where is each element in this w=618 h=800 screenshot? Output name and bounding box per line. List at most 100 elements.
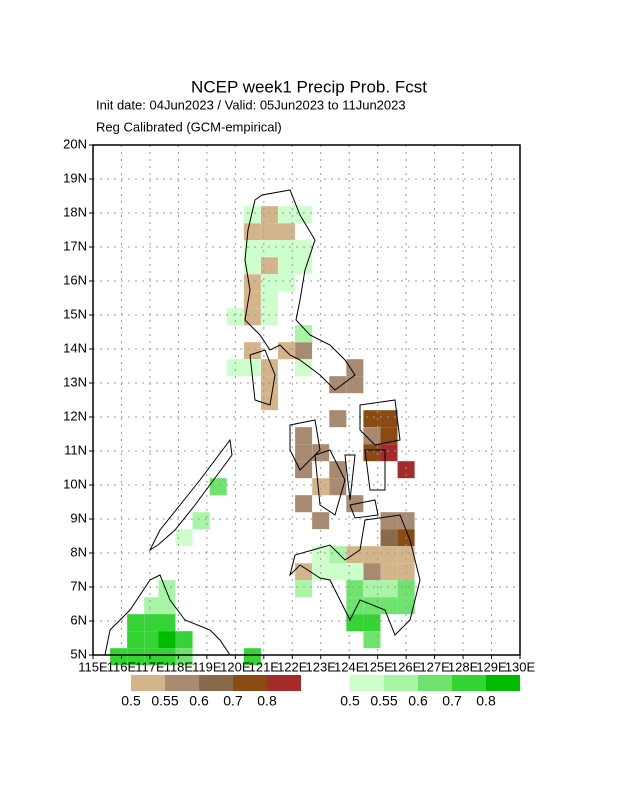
cell bbox=[329, 478, 347, 496]
cell bbox=[312, 512, 330, 530]
cell bbox=[380, 444, 398, 462]
cell bbox=[346, 580, 364, 598]
colorbar-label: 0.7 bbox=[442, 693, 462, 709]
cell bbox=[380, 529, 398, 547]
y-tick-label: 6N bbox=[70, 612, 87, 627]
y-tick-label: 19N bbox=[63, 170, 87, 185]
colorbar-label: 0.5 bbox=[340, 693, 360, 709]
cell bbox=[295, 240, 313, 258]
colorbar-label: 0.8 bbox=[476, 693, 496, 709]
cell bbox=[295, 257, 313, 275]
coast bbox=[289, 514, 421, 636]
y-tick-label: 5N bbox=[70, 646, 87, 661]
cell bbox=[192, 512, 210, 530]
y-tick-label: 13N bbox=[63, 374, 87, 389]
axes: 115E 116E 117E 118E 119E120E121E122E123E124E… bbox=[63, 136, 535, 674]
coast bbox=[249, 349, 276, 406]
colorbar-box bbox=[350, 675, 384, 691]
frame bbox=[92, 144, 521, 656]
y-tick-label: 17N bbox=[63, 238, 87, 253]
cell bbox=[243, 206, 261, 224]
x-tick-label: 123E bbox=[306, 659, 337, 674]
x-tick-label: 122E bbox=[277, 659, 308, 674]
x-tick-label: 121E bbox=[249, 659, 280, 674]
cell bbox=[127, 631, 145, 649]
colorbar-box bbox=[131, 675, 165, 691]
cell bbox=[295, 325, 313, 343]
cell bbox=[243, 648, 261, 666]
colorbar-box bbox=[452, 675, 486, 691]
cell bbox=[329, 461, 347, 479]
cell bbox=[363, 427, 381, 445]
cell bbox=[329, 410, 347, 428]
cell bbox=[127, 648, 145, 666]
cell bbox=[397, 512, 415, 530]
colorbar-label: 0.55 bbox=[370, 693, 397, 709]
cell bbox=[295, 444, 313, 462]
cell bbox=[243, 240, 261, 258]
colorbar-label: 0.5 bbox=[121, 693, 141, 709]
colorbar-box bbox=[384, 675, 418, 691]
y-tick-label: 18N bbox=[63, 204, 87, 219]
cell bbox=[226, 359, 244, 377]
y-tick-label: 10N bbox=[63, 476, 87, 491]
cell bbox=[329, 546, 347, 564]
colorbar-label: 0.55 bbox=[151, 693, 178, 709]
cell bbox=[243, 359, 261, 377]
cell bbox=[346, 359, 364, 377]
x-tick-label: 125E bbox=[362, 659, 393, 674]
cell bbox=[380, 546, 398, 564]
cell bbox=[144, 631, 162, 649]
cell bbox=[158, 631, 176, 649]
x-tick-label: 115E bbox=[78, 659, 108, 674]
x-tick-label: 124E bbox=[334, 659, 365, 674]
cell bbox=[158, 597, 176, 615]
cell bbox=[144, 648, 162, 666]
cell bbox=[295, 359, 313, 377]
cell bbox=[295, 563, 313, 581]
y-tick-label: 14N bbox=[63, 340, 87, 355]
cell bbox=[312, 546, 330, 564]
cell bbox=[380, 410, 398, 428]
cell bbox=[295, 342, 313, 360]
cell bbox=[175, 529, 193, 547]
grid bbox=[92, 144, 521, 656]
coast bbox=[349, 499, 379, 519]
cell bbox=[295, 580, 313, 598]
cell bbox=[295, 206, 313, 224]
x-tick-label: 118E bbox=[164, 659, 194, 674]
x-tick-label: 126E bbox=[391, 659, 422, 674]
cell bbox=[363, 597, 381, 615]
cell bbox=[144, 614, 162, 632]
cell bbox=[278, 223, 296, 241]
cell bbox=[158, 580, 176, 598]
cells bbox=[110, 206, 415, 666]
cell bbox=[380, 563, 398, 581]
cell bbox=[209, 478, 227, 496]
colorbar-label: 0.7 bbox=[223, 693, 243, 709]
y-tick-label: 12N bbox=[63, 408, 87, 423]
cell bbox=[380, 427, 398, 445]
cell bbox=[243, 223, 261, 241]
cell bbox=[312, 478, 330, 496]
coastline bbox=[104, 189, 421, 656]
y-tick-label: 9N bbox=[70, 510, 87, 525]
cell bbox=[278, 257, 296, 275]
cell bbox=[175, 631, 193, 649]
cell bbox=[260, 274, 278, 292]
cell bbox=[226, 308, 244, 326]
y-tick-label: 16N bbox=[63, 272, 87, 287]
cell bbox=[397, 461, 415, 479]
cell bbox=[380, 580, 398, 598]
colorbar-box bbox=[233, 675, 267, 691]
cell bbox=[260, 206, 278, 224]
x-tick-label: 127E bbox=[419, 659, 450, 674]
cell bbox=[295, 495, 313, 513]
cell bbox=[110, 648, 128, 666]
cell bbox=[346, 597, 364, 615]
cell bbox=[346, 376, 364, 394]
cell bbox=[363, 546, 381, 564]
cell bbox=[346, 546, 364, 564]
cell bbox=[260, 240, 278, 258]
